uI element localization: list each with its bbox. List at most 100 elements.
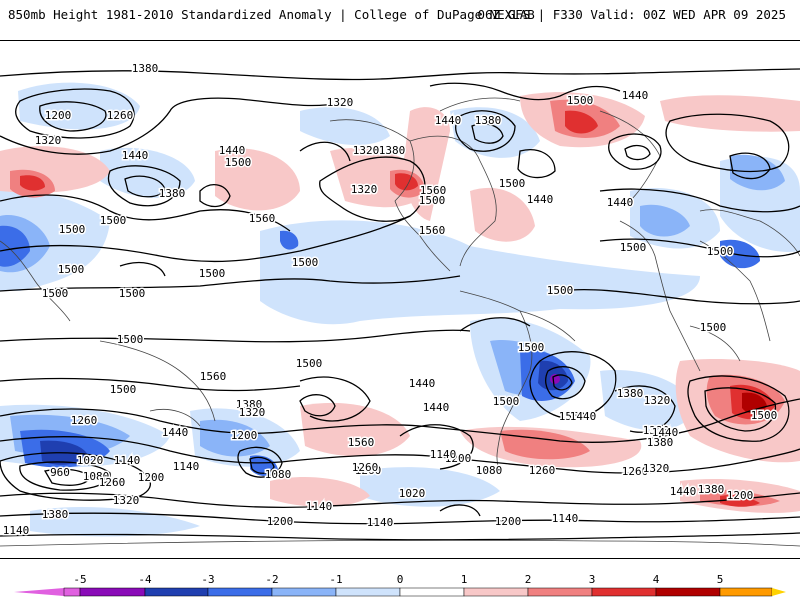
height-contours <box>0 68 800 541</box>
colorbar-tick-label: 1 <box>461 573 468 586</box>
colorbar-tick-label: -5 <box>73 573 86 586</box>
contour-label: 1140 <box>173 460 200 473</box>
colorbar-segment <box>719 587 773 597</box>
contour-label: 1320 <box>239 406 266 419</box>
colorbar-segment <box>399 587 465 597</box>
contour-label: 1440 <box>570 410 597 423</box>
contour-label: 1440 <box>607 196 634 209</box>
contour-label: 1440 <box>423 401 450 414</box>
colorbar-tick-label: 5 <box>717 573 724 586</box>
contour-label: 1560 <box>200 370 227 383</box>
contour-label: 1440 <box>622 89 649 102</box>
contour-label: 1140 <box>430 448 457 461</box>
contour-label: 1500 <box>499 177 526 190</box>
contour-label: 1080 <box>83 470 110 483</box>
contour-label: 1260 <box>355 464 382 477</box>
contour-label: 1080 <box>476 464 503 477</box>
colorbar-tick-label: 0 <box>397 573 404 586</box>
contour-label: 1260 <box>352 461 379 474</box>
contour-label: 960 <box>50 466 70 479</box>
colorbar-graphic: -5 -4 -3 -2 -1 0 1 2 3 4 5 <box>14 573 786 597</box>
colorbar-segment <box>527 587 593 597</box>
contour-label: 1320 <box>353 144 380 157</box>
contour-label: 1260 <box>622 465 649 478</box>
contour-label: 1080 <box>265 468 292 481</box>
contour-label: 1380 <box>159 187 186 200</box>
contour-label: 1200 <box>45 109 72 122</box>
contour-label: 1260 <box>71 414 98 427</box>
contour-label: 1260 <box>99 476 126 489</box>
contour-label: 1320 <box>643 462 670 475</box>
contour-label: 1320 <box>327 96 354 109</box>
contour-label: 1320 <box>113 494 140 507</box>
contour-label: 1500 <box>567 94 594 107</box>
contour-label: 1440 <box>670 485 697 498</box>
colorbar-segment <box>463 587 529 597</box>
colorbar-segment <box>207 587 273 597</box>
contour-label: 1500 <box>620 241 647 254</box>
contour-label: 1380 <box>698 483 725 496</box>
contour-label: 1440 <box>219 144 246 157</box>
contour-label: 1380 <box>647 436 674 449</box>
contour-label: 1500 <box>59 223 86 236</box>
colorbar-segment <box>655 587 721 597</box>
contour-label: 1500 <box>199 267 226 280</box>
contour-label: 1380 <box>617 387 644 400</box>
contour-label: 1500 <box>419 194 446 207</box>
contour-label: 1200 <box>495 515 522 528</box>
colorbar-segment <box>144 587 209 597</box>
contour-label: 1320 <box>35 134 62 147</box>
contour-label: 1440 <box>409 377 436 390</box>
contour-label: 1320 <box>644 394 671 407</box>
contour-label: 1320 <box>351 183 378 196</box>
contour-label: 1560 <box>559 410 586 423</box>
colorbar-tick-label: 3 <box>589 573 596 586</box>
contour-label: 1560 <box>419 224 446 237</box>
contour-label: 1260 <box>529 464 556 477</box>
contour-label: 1200 <box>267 515 294 528</box>
colorbar-min-arrow <box>14 588 64 596</box>
colorbar-tick-label: 4 <box>653 573 660 586</box>
run-valid-time: 06Z GFS | F330 Valid: 00Z WED APR 09 202… <box>477 7 786 22</box>
contour-label: 1500 <box>225 156 252 169</box>
colorbar-segment <box>271 587 337 597</box>
contour-label: 1500 <box>117 333 144 346</box>
header-bar: 850mb Height 1981-2010 Standardized Anom… <box>0 0 800 30</box>
contour-label: 1200 <box>138 471 165 484</box>
colorbar-tick-label: -2 <box>265 573 278 586</box>
contour-label: 1500 <box>296 357 323 370</box>
contour-label: 1140 <box>367 516 394 529</box>
contour-label: 1200 <box>231 429 258 442</box>
contour-label: 1380 <box>236 398 263 411</box>
negative-anomaly-peak-shading <box>550 374 560 384</box>
colorbar-segment <box>63 587 81 597</box>
contour-label: 1500 <box>110 383 137 396</box>
contour-label: 1140 <box>552 512 579 525</box>
colorbar-tick-label: -4 <box>138 573 152 586</box>
contour-label: 1500 <box>292 256 319 269</box>
coastlines <box>0 97 800 547</box>
contour-label: 1020 <box>399 487 426 500</box>
contour-label: 1440 <box>122 149 149 162</box>
colorbar-tick-label: -3 <box>201 573 214 586</box>
contour-label: 1500 <box>547 284 574 297</box>
contour-label: 1380 <box>42 508 69 521</box>
contour-label: 1500 <box>100 214 127 227</box>
contour-label: 1200 <box>727 489 754 502</box>
map-title: 850mb Height 1981-2010 Standardized Anom… <box>8 7 535 22</box>
contour-label: 1140 <box>114 454 141 467</box>
contour-label: 1260 <box>107 109 134 122</box>
colorbar-tick-label: 2 <box>525 573 532 586</box>
contour-label: 1440 <box>652 426 679 439</box>
colorbar-segment <box>79 587 146 597</box>
contour-label: 1560 <box>420 184 447 197</box>
colorbar-segment <box>591 587 657 597</box>
contour-label: 1200 <box>445 452 472 465</box>
contour-label: 1380 <box>379 144 406 157</box>
contour-label: 1020 <box>77 454 104 467</box>
contour-label: 1140 <box>306 500 333 513</box>
contour-label: 1380 <box>132 62 159 75</box>
contour-label: 1500 <box>493 395 520 408</box>
